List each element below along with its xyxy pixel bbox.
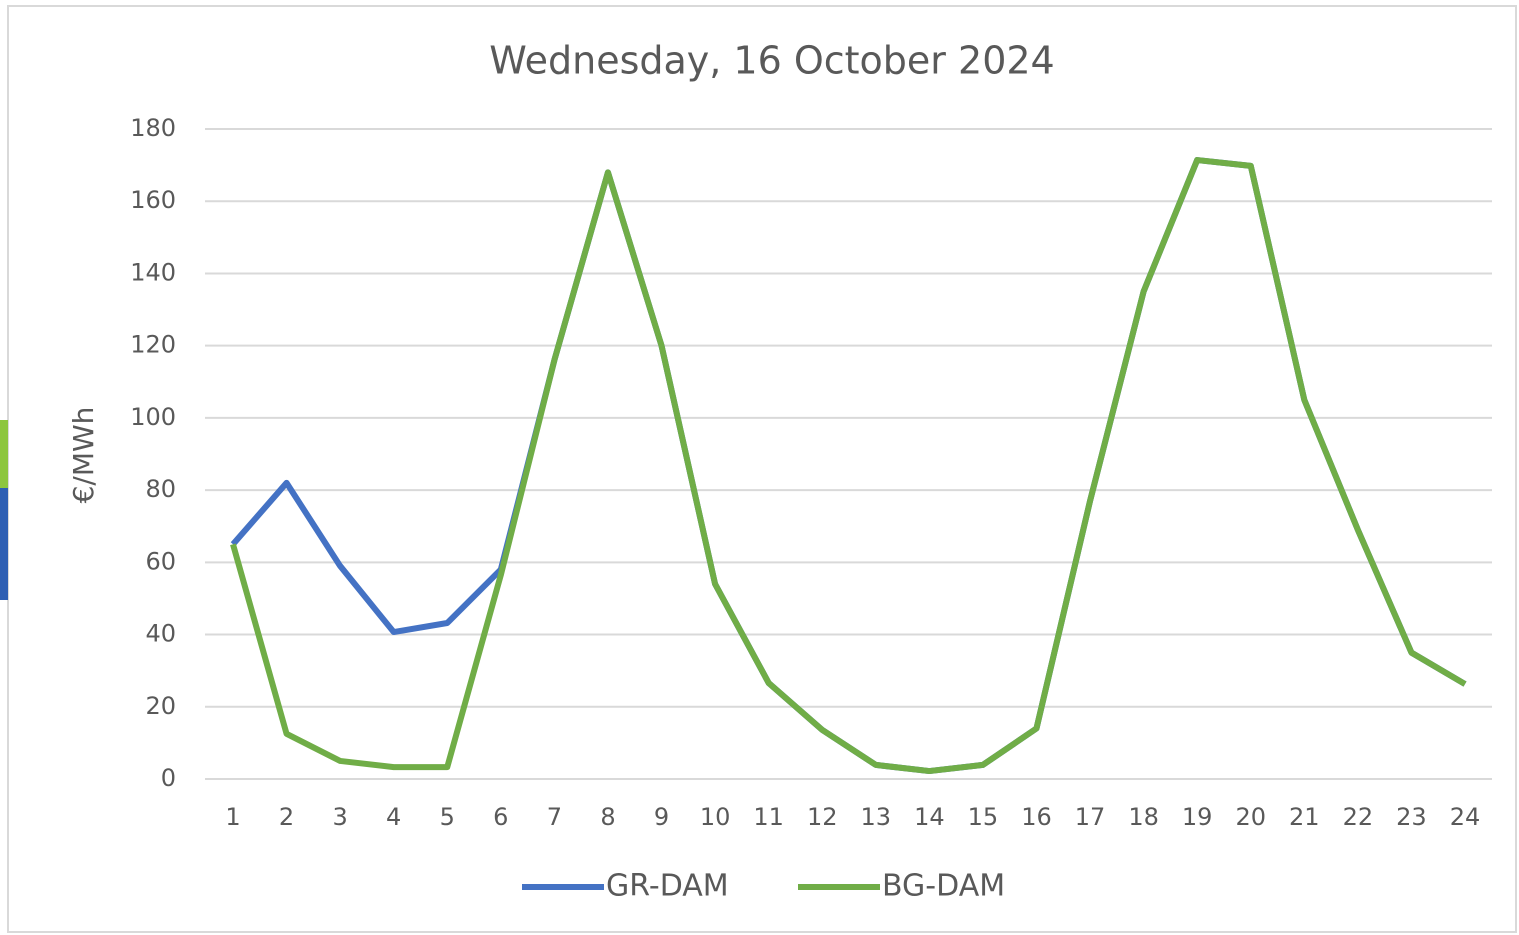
x-tick-label: 20: [1235, 803, 1266, 831]
x-tick-label: 8: [600, 803, 615, 831]
x-tick-label: 3: [332, 803, 347, 831]
x-tick-label: 19: [1182, 803, 1213, 831]
y-tick-label: 40: [145, 620, 176, 648]
y-tick-label: 80: [145, 475, 176, 503]
x-tick-label: 13: [861, 803, 892, 831]
x-tick-label: 22: [1343, 803, 1374, 831]
y-tick-label: 140: [130, 258, 176, 286]
x-tick-label: 11: [753, 803, 784, 831]
x-tick-label: 15: [968, 803, 999, 831]
y-tick-label: 0: [161, 764, 176, 792]
slide-accent: [0, 488, 8, 600]
x-tick-label: 12: [807, 803, 838, 831]
x-tick-label: 24: [1450, 803, 1481, 831]
x-tick-label: 23: [1396, 803, 1427, 831]
y-tick-label: 160: [130, 186, 176, 214]
y-tick-label: 120: [130, 331, 176, 359]
x-tick-label: 16: [1021, 803, 1052, 831]
x-tick-label: 1: [225, 803, 240, 831]
legend-label: GR-DAM: [606, 869, 729, 904]
x-tick-label: 21: [1289, 803, 1320, 831]
chart-frame: [7, 5, 1517, 933]
x-tick-label: 5: [440, 803, 455, 831]
y-tick-label: 180: [130, 114, 176, 142]
x-tick-label: 2: [279, 803, 294, 831]
legend-label: BG-DAM: [882, 869, 1005, 904]
y-tick-label: 100: [130, 403, 176, 431]
x-tick-label: 7: [547, 803, 562, 831]
series-line: [230, 157, 1467, 775]
x-tick-label: 4: [386, 803, 401, 831]
y-axis-label: €/MWh: [67, 407, 100, 504]
x-tick-label: 9: [654, 803, 669, 831]
y-tick-label: 60: [145, 547, 176, 575]
x-tick-label: 6: [493, 803, 508, 831]
y-tick-label: 20: [145, 692, 176, 720]
chart-title: Wednesday, 16 October 2024: [489, 39, 1054, 83]
x-tick-label: 14: [914, 803, 945, 831]
slide-accent: [0, 420, 8, 488]
x-tick-label: 18: [1128, 803, 1159, 831]
x-tick-label: 10: [700, 803, 731, 831]
x-tick-label: 17: [1075, 803, 1106, 831]
